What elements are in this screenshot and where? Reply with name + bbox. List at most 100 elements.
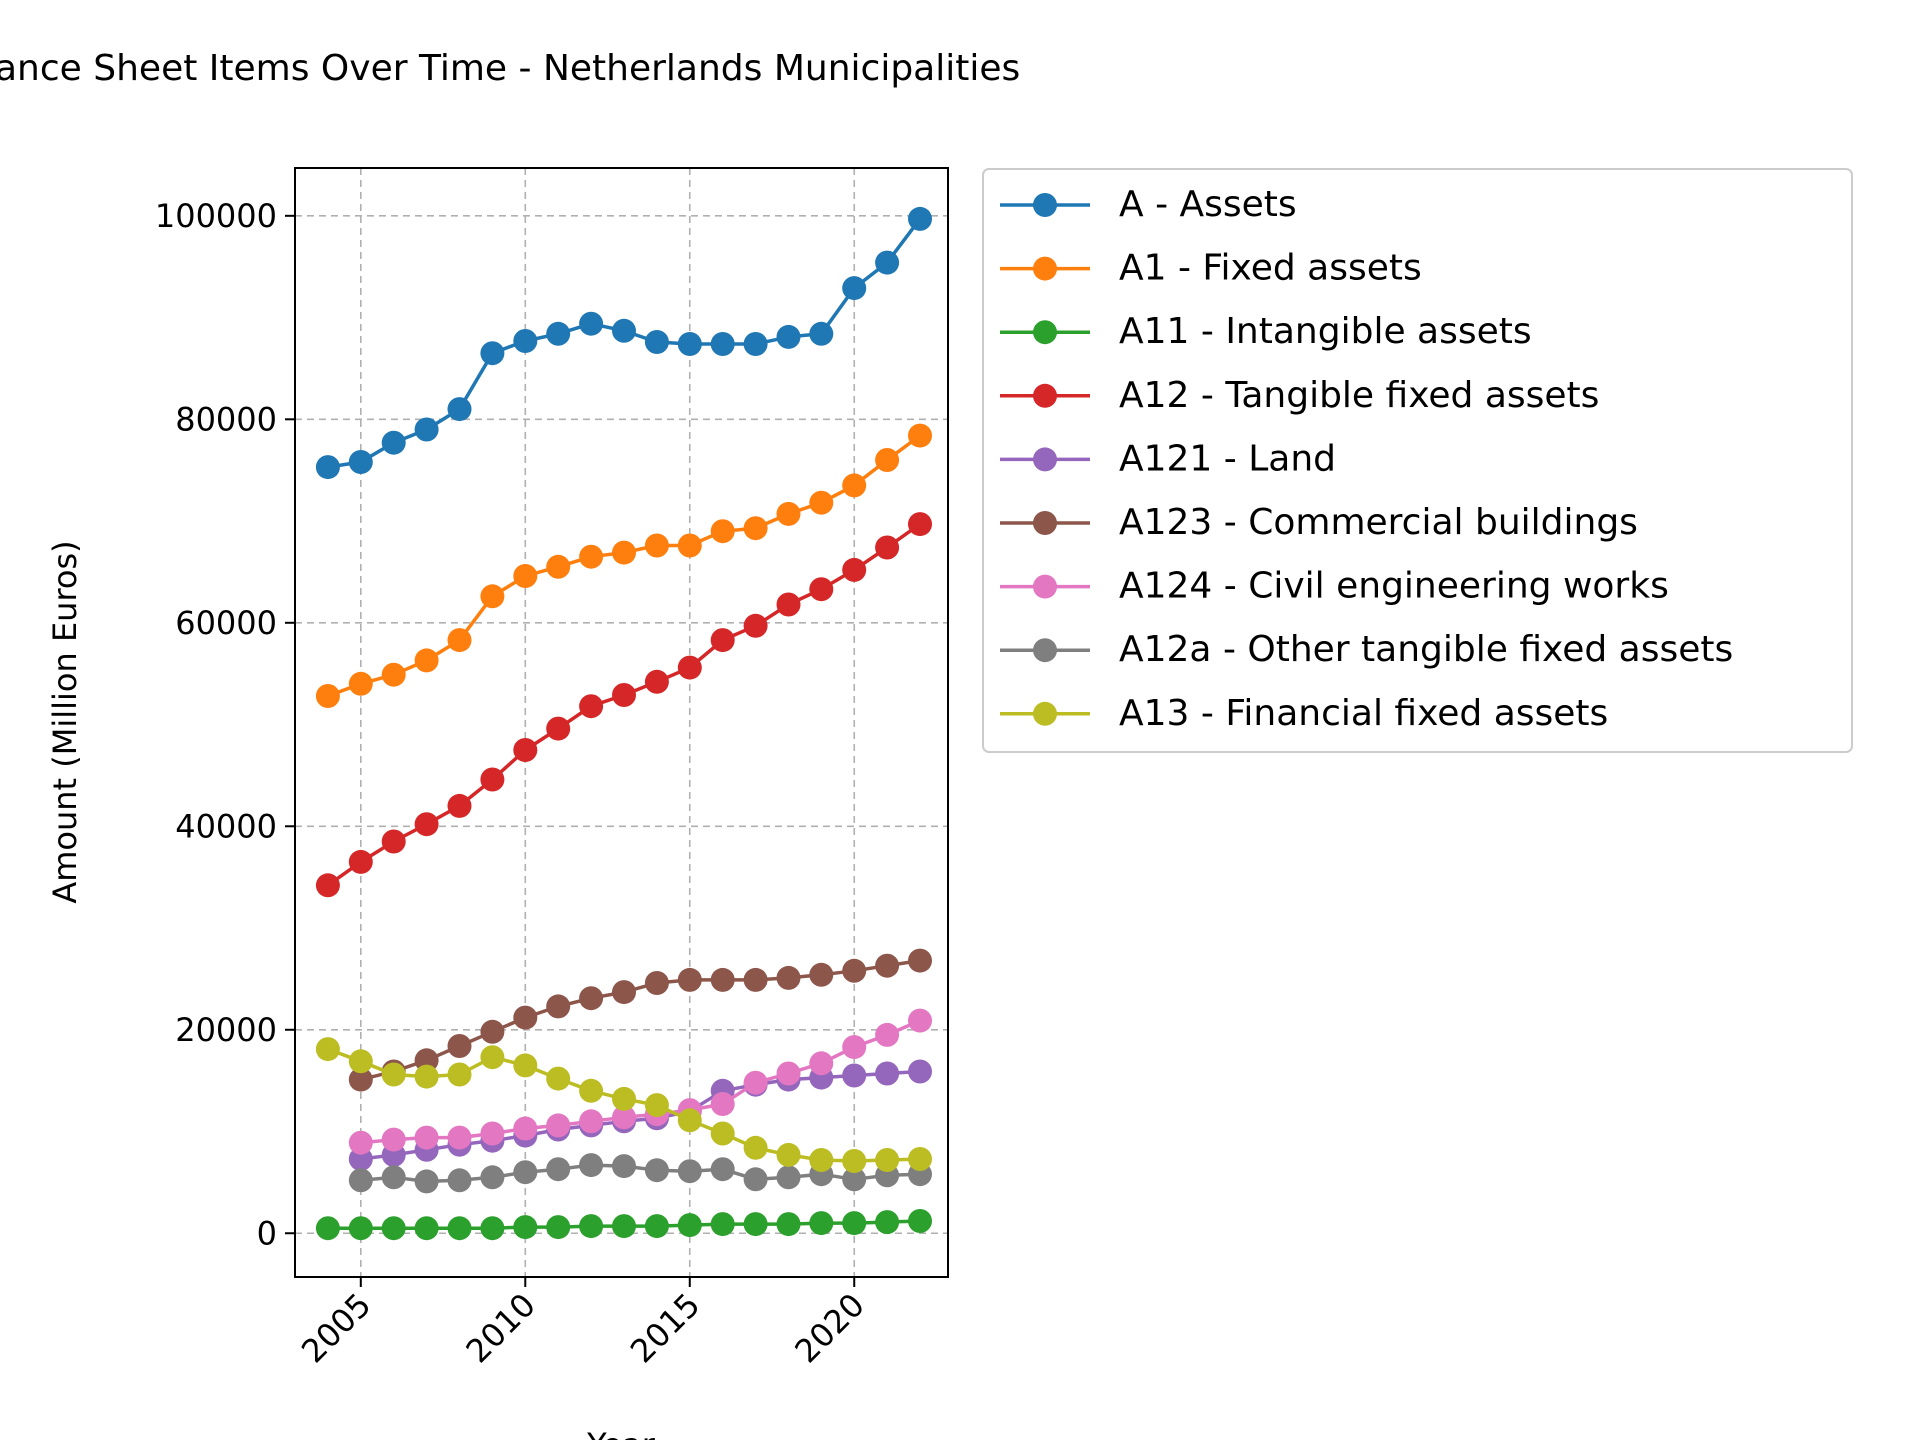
data-point [842,557,867,582]
series-7 [348,1153,932,1194]
data-point [743,967,768,992]
data-point [513,1053,538,1078]
data-point [710,628,735,653]
data-point [579,311,604,336]
data-point [710,967,735,992]
data-point [875,1061,900,1086]
data-point [776,501,801,526]
legend-marker [1033,574,1057,599]
y-tick-label: 40000 [175,807,277,845]
data-point [908,1209,932,1233]
legend-marker [1033,193,1057,217]
data-point [414,1169,439,1194]
data-point [579,694,604,719]
data-point [644,669,669,694]
data-point [480,1165,505,1190]
data-point [908,1059,932,1084]
data-point [677,967,702,992]
data-point [480,767,505,792]
data-point [348,1168,373,1193]
data-point [743,516,768,541]
data-point [710,519,735,544]
series-8 [315,1037,932,1173]
data-point [677,332,702,356]
series-1 [315,423,932,708]
data-point [348,849,373,874]
legend-label: A13 - Financial fixed assets [1119,693,1608,734]
legend-label: A123 - Commercial buildings [1119,502,1638,543]
data-point [908,423,932,448]
data-point [908,206,932,231]
data-point [480,1121,505,1146]
x-tick-label: 2015 [623,1286,707,1370]
legend-entry: A12a - Other tangible fixed assets [1000,629,1733,670]
y-tick-label: 80000 [175,400,277,438]
legend-entry: A12 - Tangible fixed assets [1000,375,1599,416]
data-point [875,448,900,472]
data-point [908,948,932,973]
data-point [315,455,340,480]
data-point [315,1037,340,1062]
series-line [360,1018,921,1145]
legend-marker [1033,447,1057,472]
data-point [875,535,900,560]
data-point [447,397,472,422]
data-point [579,1214,604,1239]
data-point [447,1168,472,1193]
data-point [677,1108,702,1133]
data-point [875,1022,900,1047]
legend-marker [1033,701,1057,726]
data-point [809,490,834,515]
data-point [381,1062,406,1087]
data-point [447,1125,472,1150]
data-point [315,684,340,708]
data-point [447,1216,472,1241]
data-point [480,1216,505,1241]
x-tick-label: 2010 [458,1286,542,1370]
data-point [908,512,932,537]
data-point [644,330,669,354]
data-point [546,994,571,1019]
data-point [842,1211,867,1236]
data-point [743,1167,768,1192]
data-point [710,1092,735,1116]
y-axis-label: Amount (Million Euros) [46,540,84,903]
data-point [414,1216,439,1241]
data-point [809,321,834,346]
data-point [842,958,867,983]
data-point [743,613,768,638]
y-tick-label: 100000 [155,197,277,235]
data-point [546,1157,571,1182]
data-point [677,1159,702,1184]
data-point [546,1066,571,1091]
x-tick-label: 2020 [787,1286,871,1370]
data-point [612,683,636,707]
data-point [776,1061,801,1086]
data-point [842,1063,867,1088]
data-point [513,564,538,588]
data-point [842,1035,867,1060]
data-point [842,276,867,301]
data-point [348,1067,373,1092]
x-tick-label: 2005 [294,1286,378,1370]
legend-marker [1033,256,1057,281]
legend-entry: A121 - Land [1000,438,1336,479]
data-point [644,1214,669,1239]
data-point [710,332,735,356]
data-point [842,473,867,498]
series-0 [315,206,932,480]
data-point [743,1070,768,1095]
legend-label: A - Assets [1119,184,1297,225]
data-point [546,321,571,346]
legend-marker [1033,383,1057,408]
legend-entry: A123 - Commercial buildings [1000,502,1638,543]
legend-label: A1 - Fixed assets [1119,248,1422,289]
data-point [677,1213,702,1238]
data-point [875,1210,900,1235]
data-point [513,738,538,762]
data-point [579,1153,604,1178]
data-point [447,1034,472,1058]
data-point [315,873,340,898]
data-point [513,1116,538,1141]
legend-label: A12a - Other tangible fixed assets [1119,629,1733,670]
